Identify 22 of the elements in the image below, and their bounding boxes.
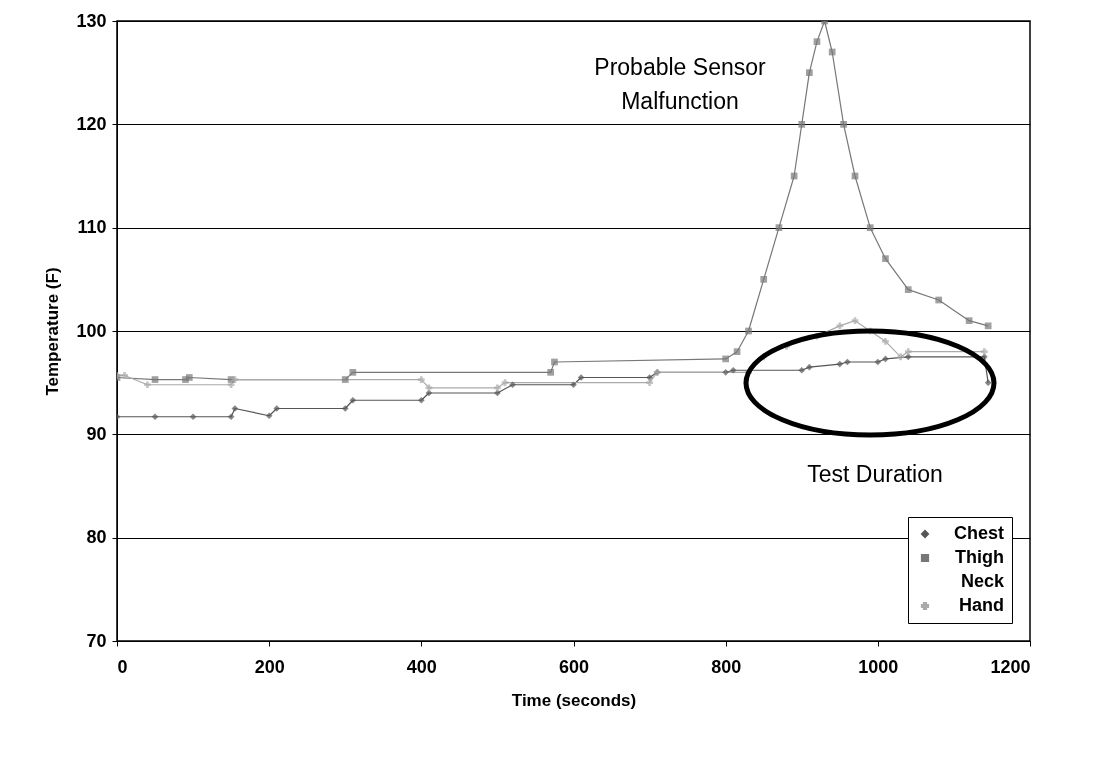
y-tick-label: 130 [76, 10, 107, 31]
legend-label: Chest [953, 523, 1004, 543]
y-tick-label: 110 [77, 217, 107, 238]
y-tick-label: 100 [76, 320, 107, 341]
x-tick-label: 400 [406, 656, 437, 677]
annotation: Test Duration [807, 461, 943, 487]
y-tick-label: 80 [86, 527, 107, 548]
text: Neck [960, 571, 1005, 591]
legend-label: Thigh [955, 547, 1004, 567]
y-tick-label: 90 [86, 423, 107, 444]
x-tick-label: 0 [117, 656, 128, 677]
x-axis-title: Time (seconds) [511, 690, 637, 710]
x-tick-label: 200 [254, 656, 285, 677]
x-tick-label: 600 [558, 656, 590, 677]
x-tick-label: 800 [711, 656, 742, 677]
y-tick-label: 120 [76, 113, 107, 134]
x-tick-label: 1200 [990, 656, 1031, 677]
x-tick-label: 1000 [858, 656, 899, 677]
y-axis-title: Temperature (F) [43, 267, 63, 396]
annotation: Probable Sensor Malfunction [594, 54, 766, 114]
y-tick-label: 70 [86, 630, 107, 651]
legend-label: Hand [959, 595, 1004, 615]
